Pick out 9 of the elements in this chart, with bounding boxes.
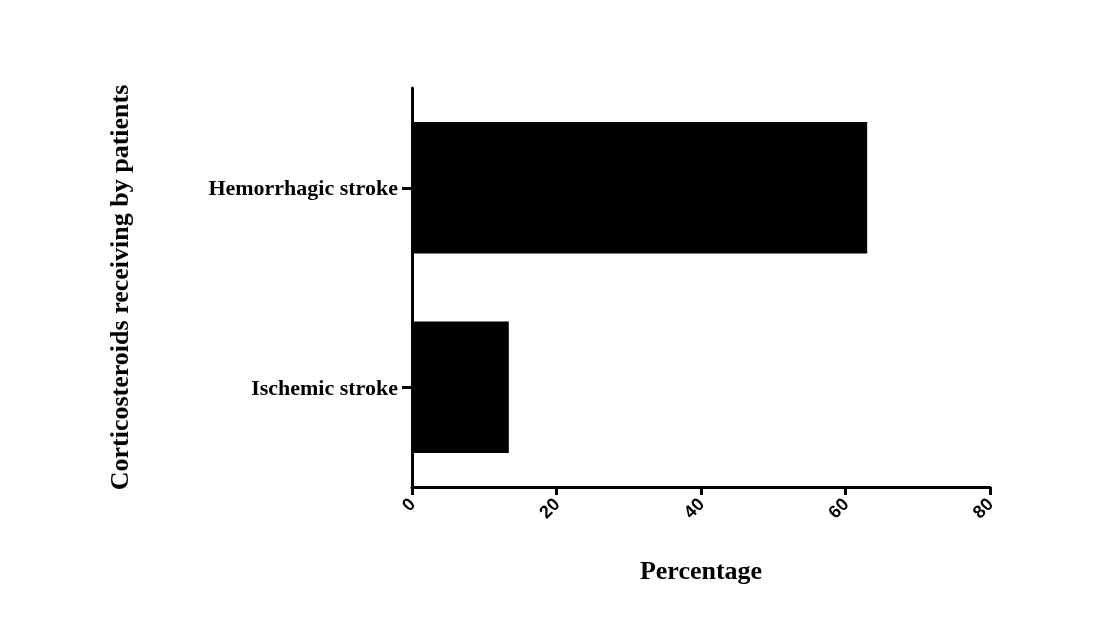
x-axis-title: Percentage: [639, 555, 763, 585]
x-tick-label: 20: [535, 493, 564, 523]
y-tick-label: Hemorrhagic stroke: [208, 175, 399, 201]
x-tick-label: 80: [968, 493, 998, 523]
x-tick-label: 60: [824, 493, 853, 523]
x-tick-label: 40: [679, 493, 709, 523]
x-tick-label: 0: [397, 493, 420, 516]
y-axis-title: Corticosteroids receiving by patients: [104, 84, 134, 491]
y-tick-label: Ischemic stroke: [251, 374, 399, 400]
